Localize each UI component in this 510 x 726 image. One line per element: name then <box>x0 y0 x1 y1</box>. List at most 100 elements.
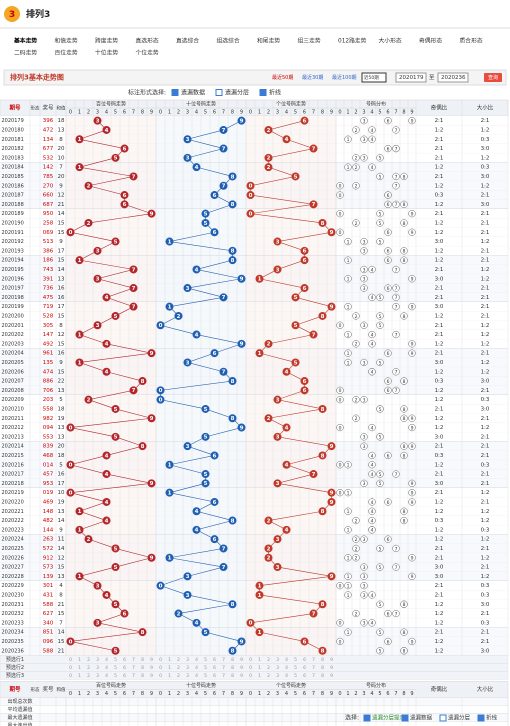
preselect-digit[interactable]: 0 <box>69 657 72 663</box>
nav-link[interactable]: 和尾走势 <box>257 37 280 45</box>
checkbox-label[interactable]: 遗漏分层提示 <box>372 714 406 722</box>
preselect-digit[interactable]: 7 <box>312 665 315 671</box>
preselect-digit[interactable]: 9 <box>240 665 243 671</box>
nav-link[interactable]: 质合形态 <box>460 37 483 45</box>
checkbox-label[interactable]: 遗漏数据 <box>410 714 433 722</box>
checkbox-label[interactable]: 遗漏数据 <box>181 89 205 97</box>
preselect-digit[interactable]: 9 <box>240 657 243 663</box>
preselect-digit[interactable]: 7 <box>222 665 225 671</box>
preselect-digit[interactable]: 9 <box>330 657 333 663</box>
preselect-digit[interactable]: 5 <box>114 665 117 671</box>
preselect-digit[interactable]: 1 <box>258 665 261 671</box>
preselect-digit[interactable]: 9 <box>150 657 153 663</box>
preselect-digit[interactable]: 6 <box>123 673 126 679</box>
preselect-digit[interactable]: 7 <box>132 665 135 671</box>
preselect-digit[interactable]: 1 <box>78 673 81 679</box>
preselect-digit[interactable]: 6 <box>213 665 216 671</box>
preselect-digit[interactable]: 6 <box>123 657 126 663</box>
preselect-digit[interactable]: 5 <box>114 673 117 679</box>
preselect-digit[interactable]: 5 <box>204 657 207 663</box>
preselect-digit[interactable]: 9 <box>330 673 333 679</box>
preselect-digit[interactable]: 4 <box>195 657 198 663</box>
preselect-digit[interactable]: 1 <box>168 665 171 671</box>
preselect-digit[interactable]: 8 <box>321 673 324 679</box>
preselect-digit[interactable]: 8 <box>231 673 234 679</box>
preselect-digit[interactable]: 5 <box>294 673 297 679</box>
nav-link[interactable]: 012路走势 <box>338 37 367 45</box>
query-text[interactable]: 查询 <box>488 74 498 81</box>
preselect-digit[interactable]: 6 <box>213 673 216 679</box>
preselect-digit[interactable]: 3 <box>96 657 99 663</box>
preselect-digit[interactable]: 3 <box>186 673 189 679</box>
checkbox[interactable] <box>363 714 371 722</box>
preselect-digit[interactable]: 7 <box>222 657 225 663</box>
preselect-digit[interactable]: 8 <box>141 657 144 663</box>
preselect-digit[interactable]: 1 <box>168 657 171 663</box>
checkbox-label[interactable]: 折线 <box>269 89 281 97</box>
preselect-digit[interactable]: 0 <box>69 665 72 671</box>
preselect-digit[interactable]: 0 <box>249 673 252 679</box>
preselect-digit[interactable]: 6 <box>303 657 306 663</box>
preselect-digit[interactable]: 5 <box>204 673 207 679</box>
preselect-digit[interactable]: 9 <box>150 673 153 679</box>
period-link[interactable]: 最近100期 <box>332 74 357 81</box>
preselect-digit[interactable]: 0 <box>249 657 252 663</box>
preselect-digit[interactable]: 3 <box>186 665 189 671</box>
preselect-digit[interactable]: 4 <box>105 673 108 679</box>
preselect-digit[interactable]: 4 <box>285 665 288 671</box>
nav-link[interactable]: 基本走势 <box>13 37 37 45</box>
nav-link[interactable]: 个位走势 <box>136 49 159 57</box>
preselect-digit[interactable]: 0 <box>249 665 252 671</box>
preselect-digit[interactable]: 3 <box>96 673 99 679</box>
nav-link[interactable]: 直选综合 <box>176 37 199 45</box>
checkbox[interactable] <box>215 89 223 96</box>
preselect-digit[interactable]: 1 <box>78 665 81 671</box>
preselect-digit[interactable]: 7 <box>312 657 315 663</box>
select-text[interactable]: 近50期 <box>364 74 379 81</box>
preselect-digit[interactable]: 8 <box>321 665 324 671</box>
preselect-digit[interactable]: 9 <box>240 673 243 679</box>
preselect-digit[interactable]: 8 <box>141 665 144 671</box>
preselect-digit[interactable]: 3 <box>186 657 189 663</box>
checkbox[interactable] <box>259 89 267 96</box>
preselect-digit[interactable]: 3 <box>276 673 279 679</box>
preselect-digit[interactable]: 0 <box>159 665 162 671</box>
preselect-digit[interactable]: 1 <box>258 657 261 663</box>
period-link[interactable]: 最近30期 <box>302 74 323 81</box>
checkbox-label[interactable]: 遗漏分层 <box>225 89 249 97</box>
preselect-digit[interactable]: 0 <box>159 673 162 679</box>
preselect-digit[interactable]: 7 <box>312 673 315 679</box>
preselect-digit[interactable]: 4 <box>105 665 108 671</box>
preselect-digit[interactable]: 4 <box>195 673 198 679</box>
preselect-digit[interactable]: 6 <box>303 673 306 679</box>
preselect-digit[interactable]: 6 <box>123 665 126 671</box>
from-value[interactable]: 2020179 <box>399 75 424 81</box>
checkbox[interactable] <box>171 89 179 96</box>
preselect-digit[interactable]: 2 <box>177 665 180 671</box>
checkbox-label[interactable]: 遗漏分层 <box>448 714 471 722</box>
preselect-digit[interactable]: 5 <box>114 657 117 663</box>
preselect-digit[interactable]: 8 <box>231 657 234 663</box>
preselect-digit[interactable]: 7 <box>132 657 135 663</box>
to-value[interactable]: 2020236 <box>441 75 466 81</box>
preselect-digit[interactable]: 2 <box>267 657 270 663</box>
preselect-digit[interactable]: 2 <box>87 657 90 663</box>
preselect-digit[interactable]: 2 <box>267 665 270 671</box>
preselect-digit[interactable]: 0 <box>159 657 162 663</box>
nav-link[interactable]: 组选综合 <box>217 37 240 45</box>
preselect-digit[interactable]: 8 <box>141 673 144 679</box>
nav-link[interactable]: 直选形态 <box>136 37 159 45</box>
nav-link[interactable]: 奇偶形态 <box>419 37 442 45</box>
preselect-digit[interactable]: 3 <box>276 665 279 671</box>
nav-link[interactable]: 大小形态 <box>379 37 402 45</box>
nav-link[interactable]: 百位走势 <box>55 49 78 57</box>
period-link[interactable]: 最近50期 <box>272 74 293 81</box>
preselect-digit[interactable]: 2 <box>87 665 90 671</box>
preselect-digit[interactable]: 9 <box>330 665 333 671</box>
preselect-digit[interactable]: 1 <box>78 657 81 663</box>
checkbox[interactable] <box>439 714 447 722</box>
preselect-digit[interactable]: 3 <box>96 665 99 671</box>
preselect-digit[interactable]: 2 <box>87 673 90 679</box>
preselect-digit[interactable]: 7 <box>132 673 135 679</box>
nav-link[interactable]: 跨度走势 <box>95 37 118 45</box>
